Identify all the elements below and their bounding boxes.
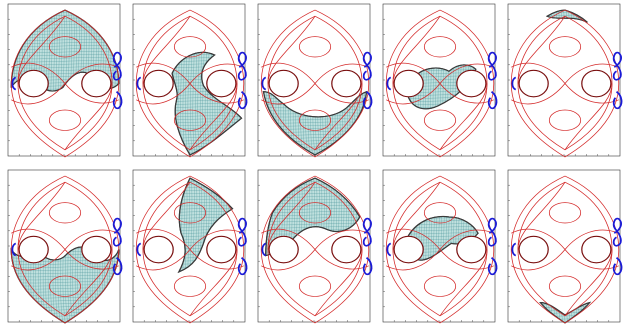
right-hole [81,69,112,98]
panel-p4 [382,3,498,158]
panel-p10 [507,169,623,324]
panel-p1 [7,3,123,158]
red-curves [385,175,495,324]
right-hole [331,69,362,98]
left-hole [18,69,49,98]
blue-loops [386,217,498,276]
right-hole [81,235,112,264]
left-hole [393,235,424,264]
red-curves [510,9,620,158]
blue-loops [136,51,248,110]
right-hole [456,69,487,98]
red-curves [10,9,120,158]
left-hole [268,69,299,98]
blue-loops [261,51,373,110]
panel-p7 [132,169,248,324]
blue-loops [386,51,498,110]
panel-p6 [7,169,123,324]
right-hole [206,235,237,264]
red-curves [10,175,120,324]
left-hole [18,235,49,264]
panel-p3 [257,3,373,158]
right-hole [331,235,362,264]
panel-p9 [382,169,498,324]
left-hole [143,235,174,264]
right-hole [206,69,237,98]
blue-loops [11,217,123,276]
red-curves [260,175,370,324]
blue-loops [511,51,623,110]
blue-loops [11,51,123,110]
panel-p8 [257,169,373,324]
panel-p5 [507,3,623,158]
right-hole [581,235,612,264]
blue-loops [261,217,373,276]
blue-loops [136,217,248,276]
panel-p2 [132,3,248,158]
left-hole [518,235,549,264]
blue-loops [511,217,623,276]
left-hole [268,235,299,264]
right-hole [456,235,487,264]
left-hole [143,69,174,98]
left-hole [518,69,549,98]
right-hole [581,69,612,98]
left-hole [393,69,424,98]
red-curves [510,175,620,324]
red-curves [385,9,495,158]
